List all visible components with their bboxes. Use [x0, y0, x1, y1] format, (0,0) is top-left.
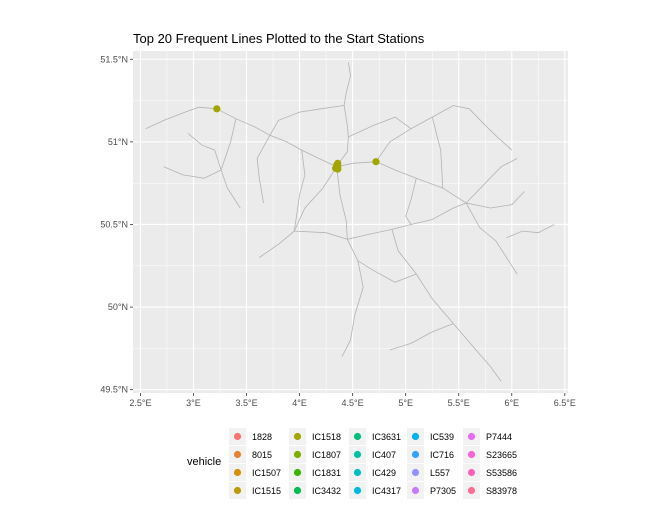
x-tick-label: 4.5°E [342, 398, 364, 408]
rail-line [293, 150, 306, 232]
legend-label: IC407 [372, 450, 396, 460]
legend-swatch [411, 450, 420, 459]
legend-label: P7305 [430, 486, 456, 496]
rail-line [259, 166, 338, 258]
legend-label: IC4317 [372, 486, 401, 496]
y-tick-label: 51.5°N [100, 54, 128, 64]
rail-line [431, 117, 444, 189]
legend: 1828 8015 IC1507 IC1515 IC1518 IC1807 IC1831 IC… [229, 428, 517, 499]
rail-line [348, 116, 412, 138]
legend-swatch [233, 432, 242, 441]
legend-swatch [233, 486, 242, 495]
rail-line [391, 229, 502, 382]
x-tick-label: 5.5°E [448, 398, 470, 408]
rail-line [405, 178, 417, 225]
legend-label: IC1507 [252, 468, 281, 478]
rail-line [375, 105, 470, 162]
rail-line [336, 161, 525, 209]
legend-label: L557 [430, 468, 450, 478]
legend-swatch [411, 486, 420, 495]
start-station-points [213, 105, 380, 173]
legend-label: IC1518 [312, 432, 341, 442]
legend-swatch [233, 450, 242, 459]
rail-line [269, 105, 345, 136]
chart-title: Top 20 Frequent Lines Plotted to the Sta… [133, 31, 425, 46]
legend-label: IC716 [430, 450, 454, 460]
legend-swatch [467, 432, 476, 441]
x-tick-label: 6°E [504, 398, 519, 408]
rail-line [465, 158, 518, 204]
y-tick-label: 51°N [108, 137, 128, 147]
x-tick-label: 3.5°E [235, 398, 257, 408]
rail-line [469, 108, 513, 151]
legend-swatch [411, 432, 420, 441]
legend-label: 1828 [252, 432, 272, 442]
rail-line [343, 62, 351, 106]
rail-line [187, 133, 222, 171]
legend-swatch [293, 486, 302, 495]
legend-swatch [353, 432, 362, 441]
x-tick-label: 5°E [398, 398, 413, 408]
rail-line [357, 260, 417, 283]
legend-swatch [467, 486, 476, 495]
station-point [213, 105, 221, 113]
rail-network-lines [145, 62, 555, 382]
legend-title: vehicle [187, 456, 221, 468]
legend-swatch [353, 468, 362, 477]
legend-label: IC1807 [312, 450, 341, 460]
legend-label: IC3432 [312, 486, 341, 496]
grid [133, 51, 568, 393]
rail-line [465, 202, 518, 275]
legend-swatch [411, 468, 420, 477]
legend-label: IC1515 [252, 486, 281, 496]
rail-line [256, 135, 271, 204]
legend-label: 8015 [252, 450, 272, 460]
legend-swatch [467, 450, 476, 459]
rail-line [145, 106, 217, 130]
y-axis: 49.5°N 50°N 50.5°N 51°N 51.5°N [100, 54, 133, 395]
rail-line [506, 224, 555, 239]
legend-label: IC3631 [372, 432, 401, 442]
legend-swatch [233, 468, 242, 477]
rail-line [163, 166, 222, 179]
y-tick-label: 50°N [108, 302, 128, 312]
legend-label: IC429 [372, 468, 396, 478]
legend-label: P7444 [486, 432, 512, 442]
legend-label: S53586 [486, 468, 517, 478]
rail-line [389, 323, 454, 351]
x-tick-label: 4°E [292, 398, 307, 408]
legend-label: S83978 [486, 486, 517, 496]
plot-panel [133, 51, 568, 393]
y-tick-label: 49.5°N [100, 385, 128, 395]
x-axis: 2.5°E 3°E 3.5°E 4°E 4.5°E 5°E 5.5°E 6°E 6.5°E [129, 393, 576, 408]
x-tick-label: 3°E [186, 398, 201, 408]
legend-swatch [293, 432, 302, 441]
legend-swatch [467, 468, 476, 477]
y-tick-label: 50.5°N [100, 219, 128, 229]
legend-swatch [293, 468, 302, 477]
legend-label: S23665 [486, 450, 517, 460]
legend-swatch [353, 486, 362, 495]
station-point [334, 165, 342, 173]
rail-line [216, 108, 271, 136]
legend-label: IC539 [430, 432, 454, 442]
x-tick-label: 2.5°E [129, 398, 151, 408]
legend-label: IC1831 [312, 468, 341, 478]
rail-line [294, 230, 348, 240]
legend-swatch [353, 450, 362, 459]
legend-swatch [293, 450, 302, 459]
station-point [372, 158, 380, 166]
x-tick-label: 6.5°E [554, 398, 576, 408]
